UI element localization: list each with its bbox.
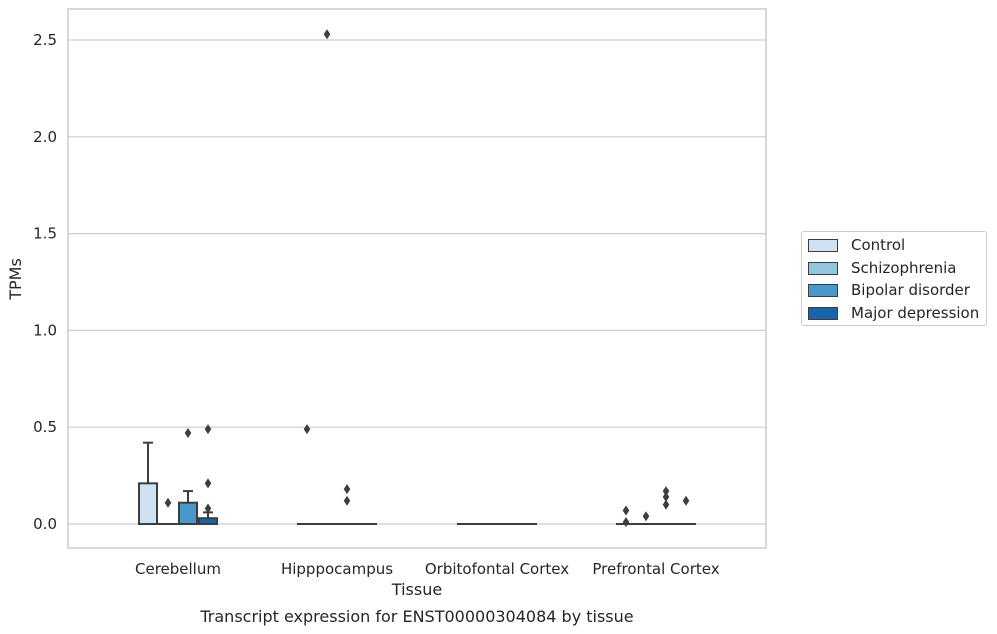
legend-swatch-major-depression: [808, 306, 838, 320]
chart-caption: Transcript expression for ENST0000030408…: [199, 607, 633, 626]
x-tick-label: Hipppocampus: [281, 560, 393, 578]
outlier-point: [184, 428, 192, 439]
outlier-point: [662, 486, 670, 497]
legend-item-major-depression: Major depression: [808, 303, 979, 323]
x-axis-label: Tissue: [391, 580, 442, 599]
box-0-3: [198, 511, 218, 526]
outlier-point: [323, 29, 331, 40]
x-axis-ticks: Cerebellum Hipppocampus Orbitofontal Corte…: [135, 560, 720, 578]
outlier-point: [662, 499, 670, 510]
outlier-point: [204, 503, 212, 514]
legend-label-bipolar-disorder: Bipolar disorder: [851, 281, 970, 299]
legend-label-schizophrenia: Schizophrenia: [851, 259, 957, 277]
outlier-point: [682, 495, 690, 506]
gridlines: [68, 39, 766, 525]
outlier-point: [204, 424, 212, 435]
outlier-point: [622, 517, 630, 528]
y-tick-label: 2.5: [33, 31, 57, 49]
legend-item-bipolar-disorder: Bipolar disorder: [808, 280, 970, 300]
box-body: [178, 501, 198, 526]
y-tick-label: 0.0: [33, 515, 57, 533]
x-tick-label: Prefrontal Cortex: [592, 560, 719, 578]
box-0-2: [178, 490, 198, 526]
outlier-point: [343, 484, 351, 495]
outliers: [164, 29, 690, 528]
legend-label-major-depression: Major depression: [851, 304, 980, 322]
legend-swatch-control: [808, 238, 838, 252]
outlier-point: [303, 424, 311, 435]
outlier-point: [204, 478, 212, 489]
y-tick-label: 1.5: [33, 225, 57, 243]
y-tick-label: 2.0: [33, 128, 57, 146]
legend: Control Schizophrenia Bipolar disorder M…: [801, 231, 987, 326]
y-tick-label: 1.0: [33, 321, 57, 339]
outlier-point: [662, 491, 670, 502]
plot-frame: [67, 8, 767, 549]
boxes: [138, 441, 696, 526]
y-axis-label: TPMs: [6, 258, 25, 301]
legend-swatch-schizophrenia: [808, 261, 838, 275]
y-axis-ticks: 0.0 0.5 1.0 1.5 2.0 2.5: [33, 31, 57, 533]
outlier-point: [642, 511, 650, 522]
x-tick-label: Cerebellum: [135, 560, 221, 578]
legend-swatch-bipolar-disorder: [808, 283, 838, 297]
y-tick-label: 0.5: [33, 418, 57, 436]
outlier-point: [622, 505, 630, 516]
outlier-point: [164, 497, 172, 508]
legend-item-schizophrenia: Schizophrenia: [808, 258, 956, 278]
box-body: [138, 482, 158, 525]
x-tick-label: Orbitofontal Cortex: [425, 560, 569, 578]
box-0-0: [138, 441, 158, 525]
legend-item-control: Control: [808, 235, 905, 255]
outlier-point: [343, 495, 351, 506]
legend-label-control: Control: [851, 236, 906, 254]
